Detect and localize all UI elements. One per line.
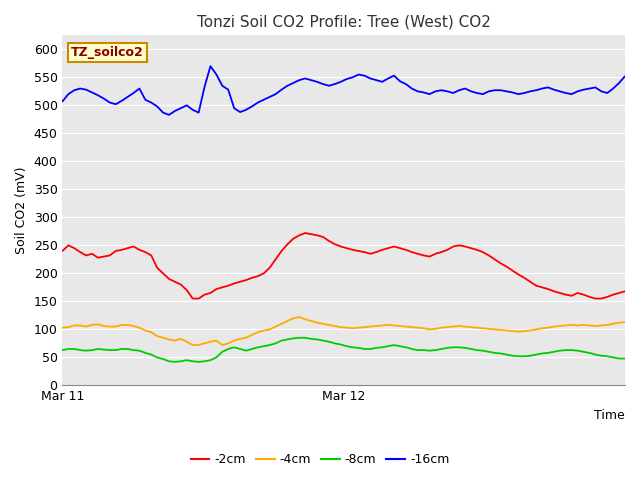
X-axis label: Time: Time xyxy=(595,409,625,422)
Legend: -2cm, -4cm, -8cm, -16cm: -2cm, -4cm, -8cm, -16cm xyxy=(186,448,454,471)
Text: TZ_soilco2: TZ_soilco2 xyxy=(71,46,143,59)
Y-axis label: Soil CO2 (mV): Soil CO2 (mV) xyxy=(15,167,28,254)
Title: Tonzi Soil CO2 Profile: Tree (West) CO2: Tonzi Soil CO2 Profile: Tree (West) CO2 xyxy=(196,15,491,30)
